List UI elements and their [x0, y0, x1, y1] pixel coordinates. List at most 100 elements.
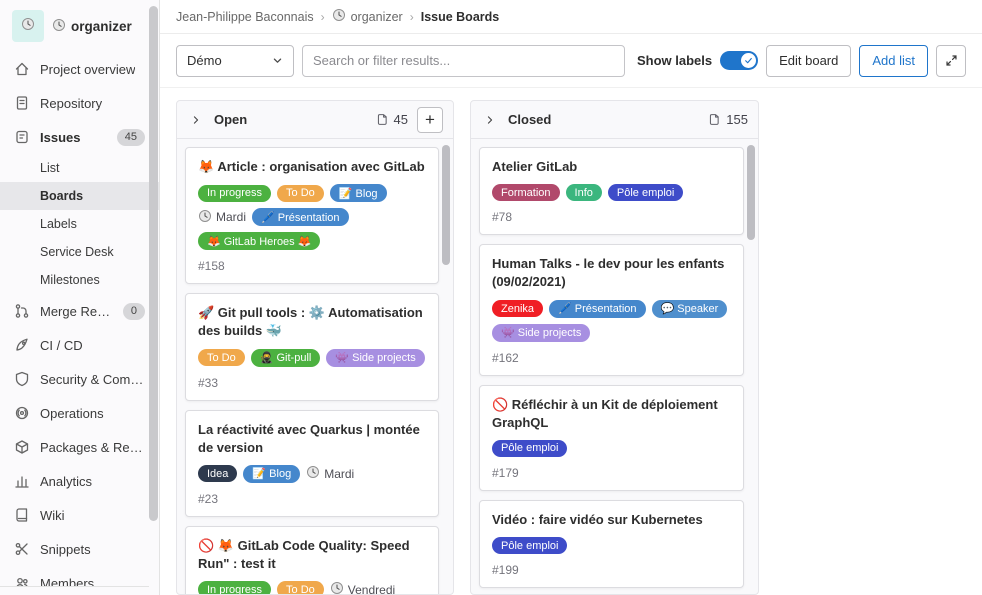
issue-label[interactable]: 👾 Side projects: [326, 348, 425, 367]
operations-icon: [14, 405, 30, 421]
sidebar-subitem-boards[interactable]: Boards: [0, 182, 159, 210]
chevron-right-icon[interactable]: [187, 111, 205, 129]
board-card[interactable]: 🚀 Git pull tools : ⚙️ Automatisation des…: [185, 293, 439, 401]
card-labels: Zenika 🖊️ Présentation 💬 Speaker 👾 Side pro…: [492, 299, 731, 342]
search-input[interactable]: [313, 53, 614, 68]
edit-board-button[interactable]: Edit board: [766, 44, 852, 77]
column-issue-count: 45: [376, 112, 408, 127]
project-name: organizer: [52, 18, 132, 35]
sidebar-subitem-label: Service Desk: [40, 245, 114, 259]
breadcrumb-separator: ›: [320, 9, 325, 24]
search-box: [302, 44, 625, 77]
issue-label[interactable]: Info: [565, 184, 602, 202]
issue-label[interactable]: 🖊️ Présentation: [252, 208, 349, 227]
issue-label[interactable]: Pôle emploi: [492, 439, 568, 457]
issue-label[interactable]: 🖊️ Présentation: [549, 299, 646, 318]
sidebar-item-repository[interactable]: Repository: [0, 86, 159, 120]
milestone-chip: Vendredi: [330, 581, 395, 594]
sidebar-item-issues[interactable]: Issues 45: [0, 120, 159, 154]
sidebar-item-label: Analytics: [40, 473, 93, 489]
board-card[interactable]: Atelier GitLab Formation Info Pôle emploi #7…: [479, 147, 744, 236]
issue-label[interactable]: To Do: [277, 581, 324, 594]
sidebar-item-security-compliance[interactable]: Security & Compliance: [0, 362, 159, 396]
issue-count-icon: [377, 114, 387, 125]
issue-label[interactable]: 🥷 Git-pull: [250, 348, 321, 367]
sidebar-item-packages-registries[interactable]: Packages & Registries: [0, 430, 159, 464]
add-list-button[interactable]: Add list: [859, 44, 928, 77]
sidebar-item-label: Wiki: [40, 507, 65, 523]
check-icon: [745, 57, 752, 64]
sidebar-item-label: Operations: [40, 405, 104, 421]
board-card[interactable]: 🚫 Réfléchir à un Kit de déploiement Grap…: [479, 384, 744, 491]
sidebar-subitem-labels[interactable]: Labels: [0, 210, 159, 238]
issues-icon: [14, 129, 30, 145]
collapse-sidebar-button[interactable]: Collapse sidebar: [0, 586, 149, 595]
issue-label[interactable]: In progress: [198, 581, 272, 594]
show-labels-toggle[interactable]: [720, 51, 759, 70]
sidebar-subitem-milestones[interactable]: Milestones: [0, 266, 159, 294]
sidebar-subitem-label: Labels: [40, 217, 77, 231]
chevron-down-icon: [273, 58, 282, 63]
breadcrumb-item-jean-philippe-baconnais[interactable]: Jean-Philippe Baconnais: [176, 10, 314, 24]
board-card[interactable]: 🚫 🦊 GitLab Code Quality: Speed Run" : te…: [185, 525, 439, 594]
sidebar-subitem-label: Boards: [40, 189, 84, 203]
board-card[interactable]: Human Talks - le dev pour les enfants (0…: [479, 244, 744, 376]
clock-emoji: [21, 17, 35, 36]
issue-label[interactable]: Pôle emploi: [607, 184, 684, 202]
board-card[interactable]: Vidéo : faire vidéo sur Kubernetes Pôle e…: [479, 499, 744, 589]
issue-label[interactable]: 💬 Speaker: [651, 299, 728, 318]
issue-label[interactable]: To Do: [277, 184, 324, 202]
chevron-right-icon[interactable]: [481, 111, 499, 129]
sidebar-item-project-overview[interactable]: Project overview: [0, 52, 159, 86]
board-select[interactable]: Démo: [176, 44, 294, 77]
breadcrumb-item-organizer[interactable]: organizer: [332, 8, 403, 25]
book-icon: [14, 507, 30, 523]
issue-label[interactable]: 🦊 GitLab Heroes 🦊: [198, 232, 321, 251]
sidebar-scrollbar[interactable]: [149, 6, 158, 521]
sidebar-item-label: Issues: [40, 129, 81, 145]
main-content: Jean-Philippe Baconnais › organizer › Issue …: [160, 0, 982, 595]
card-title: Vidéo : faire vidéo sur Kubernetes: [492, 511, 703, 527]
card-title: Atelier GitLab: [492, 159, 578, 174]
sidebar-subitem-label: Milestones: [40, 273, 100, 287]
sidebar-item-merge-requests[interactable]: Merge Requests 0: [0, 294, 159, 328]
sidebar-item-ci-cd[interactable]: CI / CD: [0, 328, 159, 362]
focus-mode-button[interactable]: [936, 44, 966, 77]
project-sidebar: organizer Project overview Repository Issu…: [0, 0, 160, 595]
project-context[interactable]: organizer: [0, 0, 159, 52]
issue-label[interactable]: Idea: [198, 465, 238, 483]
board-card[interactable]: 🦊 Article : organisation avec GitLab In p…: [185, 147, 439, 285]
issue-label[interactable]: 👾 Side projects: [492, 323, 591, 342]
milestone-chip: Mardi: [198, 209, 246, 226]
sidebar-item-wiki[interactable]: Wiki: [0, 498, 159, 532]
sidebar-item-snippets[interactable]: Snippets: [0, 532, 159, 566]
column-scrollbar[interactable]: [747, 145, 755, 240]
sidebar-item-operations[interactable]: Operations: [0, 396, 159, 430]
issue-label[interactable]: Formation: [492, 184, 560, 202]
count-badge: 0: [122, 302, 145, 320]
issue-label[interactable]: Pôle emploi: [492, 537, 568, 555]
sidebar-subitem-list[interactable]: List: [0, 154, 159, 182]
project-avatar: [12, 10, 44, 42]
breadcrumb-separator: ›: [409, 9, 414, 24]
sidebar-item-analytics[interactable]: Analytics: [0, 464, 159, 498]
issue-label[interactable]: In progress: [198, 184, 272, 202]
issue-label[interactable]: To Do: [198, 349, 245, 367]
board-card[interactable]: La réactivité avec Quarkus | montée de v…: [185, 409, 439, 517]
board-area: Open 45 + 🦊 Article : organisation avec Git…: [160, 88, 982, 595]
issue-label[interactable]: 📝 Blog: [329, 184, 387, 203]
sidebar-item-label: Merge Requests: [40, 303, 113, 319]
issue-label[interactable]: 📝 Blog: [243, 464, 301, 483]
column-header: Closed 155: [471, 101, 758, 139]
column-scrollbar[interactable]: [442, 145, 450, 265]
card-list: Atelier GitLab Formation Info Pôle emploi #7…: [471, 139, 758, 594]
add-issue-button[interactable]: +: [417, 106, 443, 133]
clock-emoji: [330, 581, 344, 594]
count-badge: 45: [116, 128, 145, 146]
card-title: 🚫 🦊 GitLab Code Quality: Speed Run" : te…: [198, 537, 410, 572]
milestone-label: Mardi: [216, 210, 247, 225]
issue-label[interactable]: Zenika: [492, 300, 544, 318]
breadcrumb-item-issue-boards: Issue Boards: [421, 10, 500, 24]
sidebar-subitem-service-desk[interactable]: Service Desk: [0, 238, 159, 266]
